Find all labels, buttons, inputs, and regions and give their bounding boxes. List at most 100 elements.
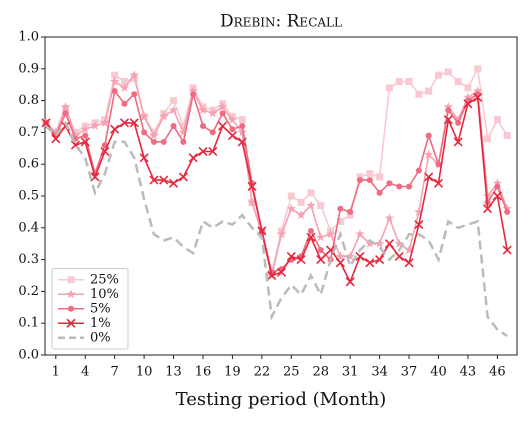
- marker: [149, 130, 159, 140]
- marker: [229, 126, 236, 133]
- y-tick-label: 0.0: [18, 348, 39, 363]
- marker: [374, 238, 385, 248]
- marker: [217, 102, 228, 111]
- marker: [219, 110, 226, 117]
- marker: [395, 78, 403, 86]
- marker: [286, 203, 297, 213]
- marker: [109, 76, 120, 86]
- marker: [100, 117, 110, 127]
- marker: [463, 92, 473, 102]
- legend-label: 1%: [90, 316, 111, 331]
- x-tick-label: 31: [342, 365, 359, 380]
- marker: [150, 138, 157, 145]
- marker: [247, 181, 257, 192]
- marker: [120, 78, 128, 86]
- marker: [386, 180, 393, 187]
- marker: [316, 255, 326, 265]
- marker: [396, 183, 403, 190]
- marker: [159, 175, 169, 185]
- marker: [237, 127, 247, 137]
- marker: [178, 127, 189, 137]
- marker: [198, 105, 208, 115]
- x-tick-label: 34: [371, 365, 388, 380]
- marker: [286, 251, 296, 261]
- marker: [337, 205, 344, 212]
- marker: [434, 71, 442, 79]
- marker: [345, 277, 355, 287]
- y-tick-label: 0.6: [18, 157, 39, 172]
- marker: [296, 210, 306, 220]
- marker: [70, 130, 81, 140]
- marker: [366, 170, 374, 178]
- x-tick-label: 4: [81, 365, 89, 380]
- marker: [414, 220, 424, 230]
- marker: [502, 203, 512, 213]
- y-tick-label: 0.9: [18, 61, 39, 76]
- marker: [188, 86, 198, 96]
- marker: [473, 86, 483, 96]
- marker: [335, 258, 345, 268]
- x-tick-label: 7: [111, 365, 119, 380]
- x-tick-label: 40: [430, 365, 447, 380]
- marker: [484, 135, 492, 143]
- marker: [454, 78, 462, 86]
- marker: [375, 255, 385, 265]
- marker: [267, 270, 277, 281]
- marker: [376, 173, 384, 181]
- x-tick-label: 13: [165, 365, 182, 380]
- marker: [121, 100, 128, 107]
- x-tick-label: 1: [52, 365, 60, 380]
- marker: [335, 251, 346, 261]
- marker: [139, 111, 149, 121]
- marker: [62, 110, 69, 117]
- marker: [139, 153, 149, 163]
- marker: [296, 255, 306, 265]
- marker: [317, 202, 325, 210]
- marker: [316, 232, 326, 242]
- marker: [208, 108, 218, 118]
- marker: [51, 127, 61, 137]
- marker: [366, 177, 373, 184]
- marker: [493, 116, 501, 124]
- marker: [492, 178, 503, 188]
- y-tick-label: 0.7: [18, 125, 39, 140]
- marker: [227, 131, 237, 141]
- marker: [188, 153, 198, 163]
- legend-box: [51, 268, 129, 350]
- plot-area: [41, 65, 512, 337]
- marker: [199, 123, 206, 130]
- x-tick-label: 25: [283, 365, 300, 380]
- marker: [376, 189, 383, 196]
- marker: [453, 114, 463, 124]
- marker: [404, 258, 414, 268]
- marker: [239, 123, 246, 130]
- marker: [443, 102, 454, 111]
- marker: [445, 107, 452, 114]
- y-tick-label: 1.0: [18, 30, 39, 45]
- x-tick-label: 16: [195, 365, 212, 380]
- marker: [209, 129, 216, 136]
- marker: [149, 175, 159, 185]
- marker: [355, 251, 365, 261]
- marker: [405, 78, 413, 86]
- y-tick-label: 0.5: [18, 189, 39, 204]
- series-line: [45, 120, 508, 337]
- marker: [306, 200, 316, 210]
- x-tick-label: 43: [460, 365, 477, 380]
- marker: [100, 146, 110, 157]
- x-tick-label: 46: [489, 365, 506, 380]
- marker: [415, 90, 423, 98]
- marker: [345, 251, 355, 261]
- marker: [453, 137, 463, 147]
- legend-label: 10%: [90, 287, 119, 302]
- marker: [237, 137, 247, 147]
- legend-label: 0%: [90, 330, 111, 345]
- marker: [482, 204, 493, 214]
- y-tick-label: 0.3: [18, 252, 39, 267]
- chart-title: Drebin: Recall: [220, 12, 342, 32]
- marker: [307, 189, 315, 197]
- marker: [170, 97, 178, 105]
- marker: [80, 124, 90, 134]
- marker: [307, 227, 314, 234]
